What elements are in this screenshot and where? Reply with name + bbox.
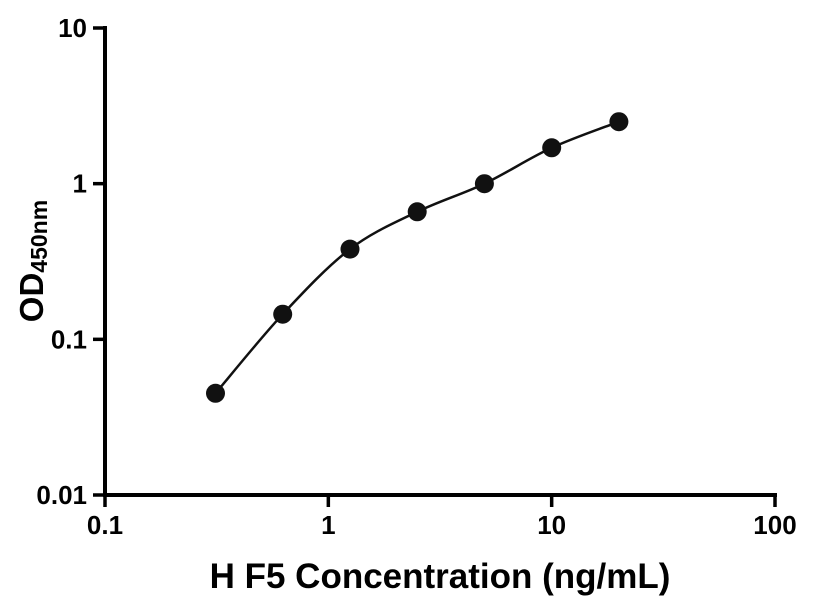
y-axis-title-main: OD [13, 272, 50, 323]
y-tick-label: 0.01 [36, 480, 87, 510]
fit-curve [214, 120, 620, 395]
data-point [407, 202, 427, 222]
data-point [474, 174, 494, 194]
y-axis-title: OD450nm [13, 200, 53, 322]
x-tick-label: 100 [753, 510, 796, 540]
data-point [273, 304, 293, 324]
data-point [542, 138, 562, 158]
data-point [206, 383, 225, 403]
data-point [340, 239, 360, 259]
y-tick-label: 0.1 [51, 324, 87, 354]
y-tick-label: 1 [73, 169, 87, 199]
x-tick-label: 10 [537, 510, 566, 540]
x-tick-label: 1 [321, 510, 335, 540]
x-axis-title: H F5 Concentration (ng/mL) [209, 557, 671, 596]
y-tick-label: 10 [58, 13, 87, 43]
x-tick-label: 0.1 [87, 510, 123, 540]
y-axis-title-subscript: 450nm [26, 199, 52, 273]
data-point [609, 112, 629, 132]
